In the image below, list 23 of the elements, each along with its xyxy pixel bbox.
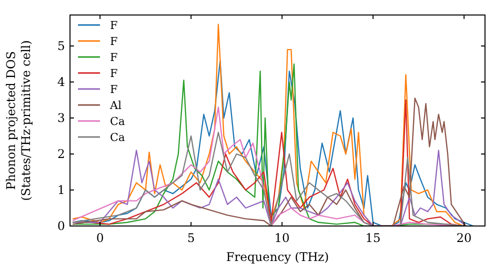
legend-label: Al	[109, 99, 122, 112]
line-series	[72, 132, 465, 226]
legend-label: Ca	[110, 115, 126, 128]
legend-label: Ca	[110, 131, 126, 144]
legend-label: F	[110, 35, 118, 48]
y-tick-label: 4	[57, 74, 66, 89]
y-tick-label: 5	[57, 38, 65, 53]
y-tick-label: 0	[57, 219, 65, 233]
x-tick-label: 0	[96, 231, 104, 245]
legend-label: F	[110, 51, 118, 64]
y-axis-title: Phonon projected DOS (States/THz·primitive cell)	[4, 40, 33, 201]
y-tick-label: 3	[57, 110, 65, 125]
y-tick-label: 1	[57, 182, 65, 197]
line-series	[72, 150, 465, 226]
legend-label: F	[110, 83, 118, 96]
x-tick-label: 20	[456, 231, 472, 245]
x-tick-label: 15	[365, 231, 381, 245]
x-axis-title: Frequency (THz)	[226, 250, 329, 264]
legend-label: F	[110, 67, 118, 80]
y-tick-label: 2	[57, 146, 65, 161]
x-tick-label: 10	[274, 231, 290, 245]
x-tick-label: 5	[187, 231, 195, 245]
legend-label: F	[110, 19, 118, 32]
